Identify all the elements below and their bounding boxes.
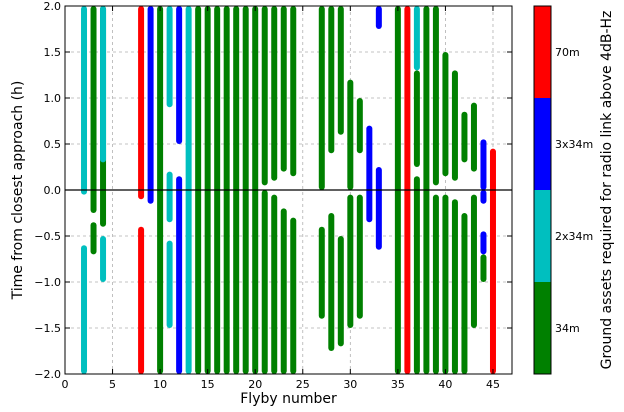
flyby-bar-8: [138, 226, 145, 374]
x-tick-label: 40: [438, 378, 452, 391]
flyby-bar-27: [318, 6, 325, 190]
colorbar-swatch-2x34m: [534, 190, 551, 282]
flyby-bar-9: [147, 6, 154, 204]
colorbar-label: 34m: [555, 322, 580, 335]
x-tick-label: 20: [248, 378, 262, 391]
x-tick-label: 35: [391, 378, 405, 391]
flyby-bar-44: [480, 254, 487, 282]
x-tick-label: 0: [62, 378, 69, 391]
flyby-bar-4: [100, 6, 107, 163]
flyby-bar-12: [176, 6, 183, 144]
flyby-bar-42: [461, 213, 468, 374]
flyby-bar-42: [461, 111, 468, 163]
x-tick-label: 10: [153, 378, 167, 391]
flyby-bar-12: [176, 176, 183, 374]
y-tick-label: −1.5: [34, 322, 61, 335]
flyby-bar-2: [81, 245, 88, 374]
colorbar-label: 70m: [555, 46, 580, 59]
flyby-bar-4: [100, 236, 107, 282]
colorbar-title: Ground assets required for radio link ab…: [599, 11, 615, 370]
flyby-bar-28: [328, 213, 335, 351]
y-tick-label: 0.5: [44, 138, 62, 151]
flyby-bar-22: [271, 6, 278, 181]
flyby-bar-44: [480, 190, 487, 204]
flyby-bar-40: [442, 194, 449, 374]
colorbar-frame: [533, 5, 552, 375]
flyby-bar-30: [347, 79, 354, 190]
flyby-bar-3: [90, 6, 97, 213]
flyby-bar-39: [432, 6, 439, 186]
flyby-bar-44: [480, 139, 487, 190]
y-tick-label: −1.0: [34, 276, 61, 289]
y-axis-ticks: −2.0 −1.5 −1.0 −0.5 0.0 0.5 1.0 1.5 2.0: [34, 0, 512, 381]
y-tick-label: 1.0: [44, 92, 62, 105]
x-axis-ticks: 0 5 10 15 20 25 30 35 40 45: [62, 6, 500, 391]
flyby-bar-39: [432, 194, 439, 374]
x-tick-label: 45: [486, 378, 500, 391]
flyby-bar-23: [280, 6, 287, 172]
flyby-bar-21: [261, 190, 268, 374]
flyby-bar-8: [138, 6, 145, 200]
colorbar: 34m 2x34m 3x34m 70m: [533, 5, 593, 375]
flyby-bar-30: [347, 194, 354, 328]
flyby-bar-43: [470, 194, 477, 328]
colorbar-swatch-70m: [534, 6, 551, 98]
flyby-bar-33: [375, 167, 382, 250]
flyby-bar-31: [356, 98, 363, 154]
flyby-bar-37: [413, 176, 420, 374]
y-tick-label: 2.0: [44, 0, 62, 13]
flyby-bar-24: [290, 217, 297, 374]
bars-layer: [81, 6, 496, 374]
flyby-bar-37: [413, 6, 420, 71]
flyby-bar-45: [489, 148, 496, 374]
flyby-bar-11: [166, 171, 173, 223]
flyby-bar-27: [318, 226, 325, 319]
flyby-bar-29: [337, 236, 344, 347]
x-tick-label: 30: [343, 378, 357, 391]
x-tick-label: 15: [201, 378, 215, 391]
colorbar-label: 3x34m: [555, 138, 593, 151]
flyby-bar-21: [261, 6, 268, 186]
flyby-bar-31: [356, 194, 363, 319]
flyby-bar-32: [366, 125, 373, 223]
x-tick-label: 5: [109, 378, 116, 391]
flyby-bar-40: [442, 52, 449, 177]
y-tick-label: 1.5: [44, 46, 62, 59]
flyby-bar-41: [451, 199, 458, 374]
flyby-bar-41: [451, 70, 458, 181]
flyby-bar-43: [470, 102, 477, 172]
flyby-bar-11: [166, 240, 173, 328]
y-axis-title: Time from closest approach (h): [10, 81, 26, 301]
flyby-bar-23: [280, 208, 287, 374]
flyby-bar-37: [413, 70, 420, 167]
colorbar-swatch-3x34m: [534, 98, 551, 190]
flyby-bar-22: [271, 194, 278, 374]
flyby-bar-29: [337, 6, 344, 135]
x-tick-label: 25: [296, 378, 310, 391]
flyby-bar-11: [166, 6, 173, 108]
flyby-bar-44: [480, 231, 487, 255]
flyby-bar-24: [290, 6, 297, 177]
flyby-bar-2: [81, 6, 88, 195]
x-axis-title: Flyby number: [240, 391, 337, 407]
flyby-bar-3: [90, 222, 97, 255]
y-tick-label: −2.0: [34, 368, 61, 381]
flyby-bar-28: [328, 6, 335, 154]
y-tick-label: −0.5: [34, 230, 61, 243]
colorbar-label: 2x34m: [555, 230, 593, 243]
flyby-bar-33: [375, 6, 382, 29]
colorbar-swatch-34m: [534, 282, 551, 374]
y-tick-label: 0.0: [44, 184, 62, 197]
